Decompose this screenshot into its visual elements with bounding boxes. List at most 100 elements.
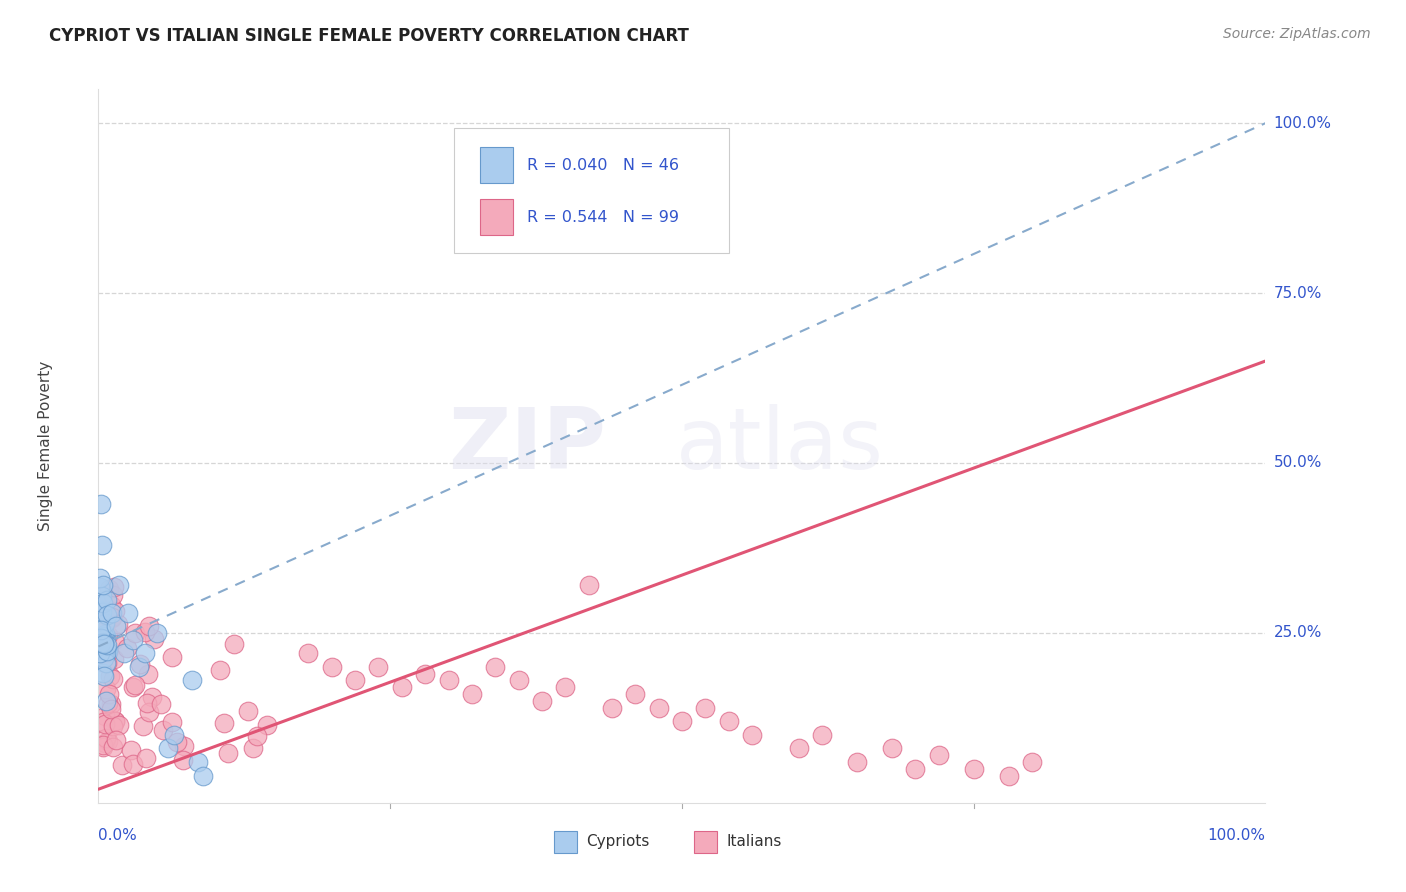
Point	[93, 636, 115, 650]
Point	[149, 697, 172, 711]
Point	[97, 609, 120, 624]
Point	[100, 702, 122, 716]
Point	[208, 664, 231, 678]
Point	[484, 660, 506, 674]
Point	[120, 743, 142, 757]
Point	[90, 537, 112, 551]
Point	[91, 738, 114, 752]
Point	[93, 669, 115, 683]
Point	[93, 624, 115, 639]
Bar	[479, 147, 513, 183]
Text: 25.0%: 25.0%	[1274, 625, 1322, 640]
Point	[97, 734, 120, 748]
Point	[242, 741, 264, 756]
Point	[132, 719, 155, 733]
Point	[94, 630, 117, 644]
Point	[93, 651, 115, 665]
Point	[90, 636, 112, 650]
Point	[217, 746, 239, 760]
Text: 100.0%: 100.0%	[1274, 116, 1331, 131]
Bar	[554, 831, 576, 853]
Point	[104, 619, 127, 633]
Point	[94, 717, 117, 731]
Point	[93, 637, 115, 651]
Point	[129, 657, 152, 671]
Point	[97, 643, 120, 657]
Point	[94, 682, 117, 697]
Point	[97, 582, 120, 597]
Point	[96, 607, 118, 622]
Text: Source: ZipAtlas.com: Source: ZipAtlas.com	[1223, 27, 1371, 41]
Point	[222, 638, 245, 652]
Point	[391, 680, 413, 694]
Point	[100, 697, 122, 711]
Point	[101, 719, 124, 733]
Point	[93, 629, 115, 643]
FancyBboxPatch shape	[454, 128, 728, 253]
Point	[138, 666, 160, 681]
Point	[152, 723, 174, 738]
Point	[101, 739, 124, 754]
Point	[90, 623, 112, 637]
Point	[437, 673, 460, 688]
Point	[122, 632, 145, 647]
Point	[91, 605, 114, 619]
Point	[96, 638, 118, 652]
Text: 75.0%: 75.0%	[1274, 285, 1322, 301]
Point	[997, 769, 1019, 783]
Point	[236, 704, 259, 718]
Text: Cypriots: Cypriots	[586, 834, 650, 849]
Point	[91, 665, 114, 680]
Point	[91, 655, 114, 669]
Point	[624, 687, 647, 701]
Point	[367, 660, 389, 674]
Point	[94, 731, 117, 745]
Point	[104, 603, 127, 617]
Point	[111, 758, 134, 772]
Point	[115, 641, 138, 656]
Point	[811, 728, 834, 742]
Point	[671, 714, 693, 729]
Point	[928, 748, 950, 763]
Point	[94, 709, 117, 723]
Point	[212, 715, 235, 730]
Point	[91, 596, 114, 610]
Point	[256, 718, 278, 732]
Point	[128, 660, 150, 674]
Point	[93, 644, 115, 658]
Point	[508, 673, 530, 688]
Point	[90, 497, 112, 511]
Point	[96, 656, 118, 670]
Text: CYPRIOT VS ITALIAN SINGLE FEMALE POVERTY CORRELATION CHART: CYPRIOT VS ITALIAN SINGLE FEMALE POVERTY…	[49, 27, 689, 45]
Point	[103, 652, 125, 666]
Point	[880, 741, 903, 756]
Point	[180, 673, 202, 688]
Point	[1021, 755, 1043, 769]
Point	[695, 700, 717, 714]
Point	[146, 626, 169, 640]
Text: 0.0%: 0.0%	[98, 828, 138, 843]
Bar	[693, 831, 717, 853]
Point	[138, 619, 160, 633]
Point	[107, 718, 129, 732]
Point	[90, 632, 112, 646]
Point	[166, 735, 188, 749]
Point	[91, 578, 114, 592]
Point	[124, 626, 146, 640]
Point	[96, 628, 118, 642]
Point	[134, 646, 156, 660]
Point	[103, 632, 125, 647]
Point	[173, 739, 195, 754]
Point	[193, 769, 215, 783]
Point	[97, 696, 120, 710]
Point	[163, 728, 186, 742]
Point	[94, 693, 117, 707]
Point	[91, 632, 114, 647]
Point	[321, 660, 343, 674]
Point	[100, 611, 122, 625]
Point	[112, 646, 135, 660]
Point	[98, 669, 121, 683]
Point	[787, 741, 810, 756]
Point	[141, 690, 163, 705]
Point	[578, 578, 600, 592]
